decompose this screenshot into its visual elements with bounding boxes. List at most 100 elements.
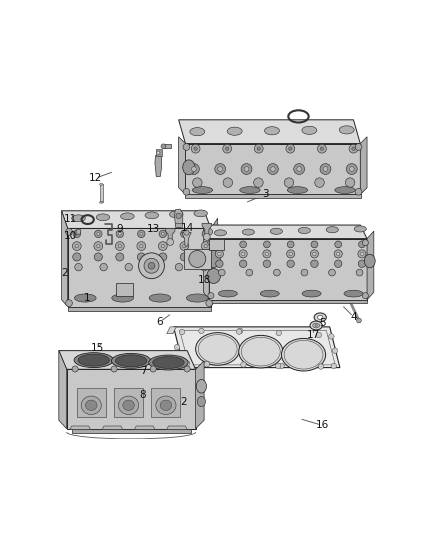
Circle shape: [318, 364, 324, 369]
Circle shape: [289, 147, 292, 150]
Circle shape: [352, 147, 355, 150]
Circle shape: [204, 361, 209, 367]
Circle shape: [183, 143, 190, 150]
Ellipse shape: [315, 325, 318, 327]
Circle shape: [345, 178, 355, 188]
Circle shape: [156, 151, 160, 155]
Text: 3: 3: [262, 190, 268, 199]
Ellipse shape: [270, 228, 283, 235]
Circle shape: [218, 167, 223, 172]
Polygon shape: [102, 426, 123, 430]
Ellipse shape: [219, 290, 237, 297]
Circle shape: [334, 250, 342, 258]
Ellipse shape: [240, 187, 260, 193]
Circle shape: [188, 164, 199, 174]
Circle shape: [323, 167, 328, 172]
Circle shape: [254, 178, 263, 188]
Circle shape: [179, 329, 185, 335]
Ellipse shape: [153, 357, 184, 368]
Circle shape: [159, 241, 167, 251]
Circle shape: [200, 263, 208, 271]
Polygon shape: [167, 426, 187, 430]
Ellipse shape: [72, 215, 85, 222]
Polygon shape: [163, 144, 171, 148]
Ellipse shape: [190, 127, 205, 136]
Circle shape: [161, 144, 166, 149]
Ellipse shape: [214, 230, 226, 236]
Ellipse shape: [85, 400, 97, 410]
Ellipse shape: [112, 294, 134, 302]
Polygon shape: [211, 218, 218, 306]
Polygon shape: [203, 225, 367, 239]
Ellipse shape: [115, 355, 147, 367]
Circle shape: [318, 144, 326, 153]
Ellipse shape: [111, 353, 151, 368]
Ellipse shape: [197, 397, 205, 407]
Ellipse shape: [74, 294, 96, 302]
Polygon shape: [152, 388, 180, 417]
Circle shape: [346, 164, 357, 174]
Circle shape: [320, 147, 324, 150]
Ellipse shape: [287, 187, 307, 193]
Circle shape: [175, 263, 183, 271]
Circle shape: [183, 232, 186, 235]
Circle shape: [140, 232, 143, 235]
Circle shape: [202, 230, 209, 238]
Ellipse shape: [183, 160, 195, 175]
Ellipse shape: [99, 201, 103, 203]
Polygon shape: [209, 239, 367, 300]
Circle shape: [263, 260, 271, 268]
Text: 9: 9: [116, 224, 123, 234]
Circle shape: [125, 263, 132, 271]
Polygon shape: [179, 120, 360, 143]
Circle shape: [276, 330, 282, 336]
Circle shape: [97, 245, 100, 248]
Ellipse shape: [344, 290, 363, 297]
Circle shape: [244, 167, 249, 172]
Circle shape: [287, 260, 294, 268]
Circle shape: [239, 250, 247, 258]
Circle shape: [218, 252, 221, 256]
Circle shape: [193, 178, 202, 188]
Circle shape: [73, 253, 81, 261]
Text: 2: 2: [180, 397, 187, 407]
Ellipse shape: [81, 396, 101, 415]
Text: 7: 7: [140, 366, 146, 376]
Circle shape: [254, 144, 263, 153]
Ellipse shape: [298, 228, 311, 233]
Ellipse shape: [145, 212, 159, 219]
Circle shape: [286, 144, 295, 153]
Circle shape: [97, 232, 100, 235]
Circle shape: [240, 260, 247, 268]
Polygon shape: [116, 282, 133, 296]
Text: 13: 13: [147, 224, 160, 234]
Circle shape: [184, 361, 190, 366]
Ellipse shape: [326, 227, 339, 233]
Circle shape: [206, 300, 212, 306]
Ellipse shape: [313, 323, 320, 328]
Circle shape: [116, 253, 124, 261]
Ellipse shape: [119, 396, 139, 415]
Circle shape: [204, 245, 208, 248]
Text: 4: 4: [350, 312, 357, 322]
Circle shape: [241, 164, 252, 174]
Circle shape: [335, 260, 342, 268]
Circle shape: [199, 328, 204, 334]
Circle shape: [203, 233, 210, 240]
Ellipse shape: [314, 313, 326, 322]
Ellipse shape: [207, 269, 220, 284]
Circle shape: [140, 245, 143, 248]
Circle shape: [118, 245, 121, 248]
Circle shape: [356, 269, 363, 276]
Polygon shape: [155, 156, 162, 176]
Circle shape: [159, 253, 167, 261]
Circle shape: [362, 240, 368, 246]
Circle shape: [75, 232, 78, 235]
Polygon shape: [61, 211, 67, 306]
Polygon shape: [170, 354, 181, 368]
Circle shape: [336, 252, 340, 256]
Circle shape: [159, 230, 166, 238]
Polygon shape: [196, 361, 204, 429]
Text: 15: 15: [91, 343, 104, 353]
Ellipse shape: [156, 396, 176, 415]
